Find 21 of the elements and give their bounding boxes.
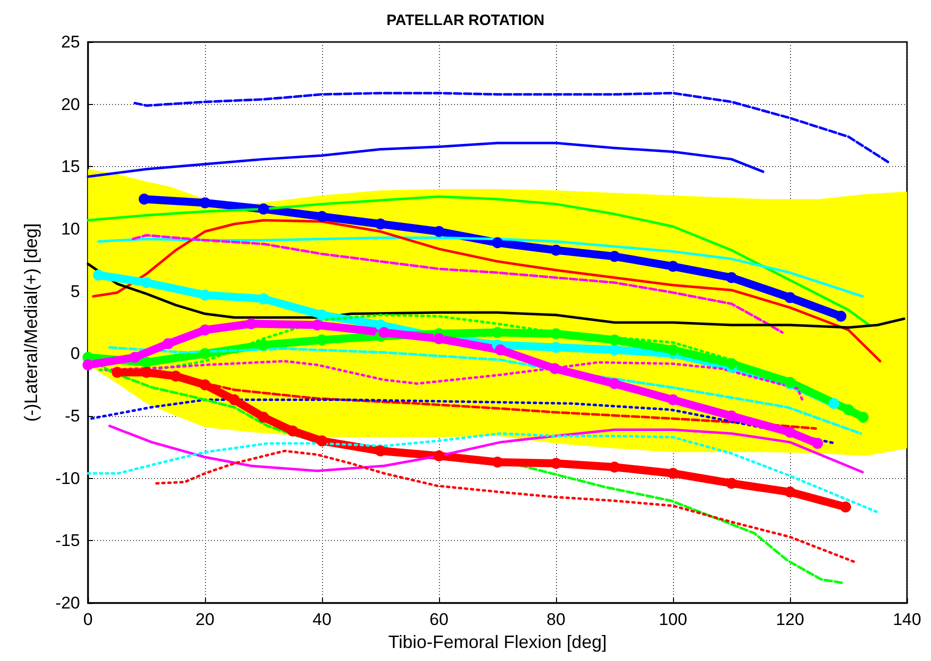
- y-tick-label: -10: [55, 468, 80, 488]
- x-tick-label: 0: [83, 610, 93, 629]
- x-tick-label: 80: [546, 610, 566, 629]
- y-tick-label: 5: [70, 282, 80, 301]
- x-tick-label: 40: [312, 610, 332, 629]
- y-tick-label: 10: [61, 220, 80, 238]
- y-tick-label: 15: [61, 157, 80, 176]
- y-tick-label: -15: [55, 531, 80, 550]
- y-axis-title: (-)Lateral/Medial(+) [deg]: [21, 223, 41, 422]
- x-tick-label: 120: [776, 610, 804, 629]
- y-tick-label: 20: [61, 94, 80, 114]
- y-tick-label: -5: [64, 406, 80, 426]
- x-tick-label: 140: [892, 610, 922, 629]
- y-tick-label: 25: [61, 32, 80, 52]
- x-axis-title: Tibio-Femoral Flexion [deg]: [388, 632, 607, 652]
- x-tick-label: 100: [658, 610, 688, 629]
- y-tick-label: -20: [55, 594, 80, 612]
- x-tick-label: 60: [430, 610, 448, 629]
- x-tick-label: 20: [196, 610, 214, 629]
- chart-title: PATELLAR ROTATION: [386, 12, 545, 29]
- y-tick-label: 0: [70, 344, 80, 364]
